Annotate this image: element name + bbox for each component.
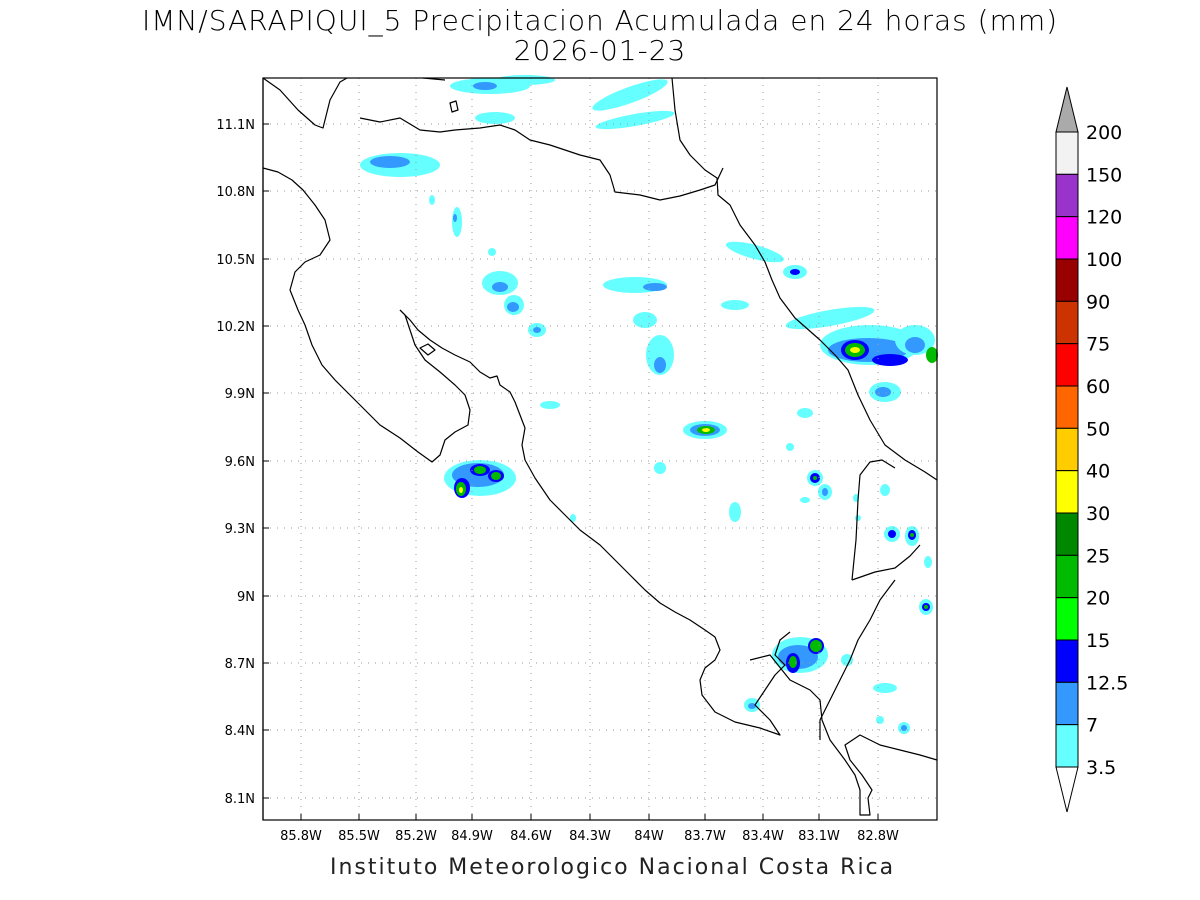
colorbar-top-arrow [1055,86,1079,133]
lat-tick-label: 10.8N [216,185,255,200]
colorbar-label: 20 [1086,588,1110,610]
lon-tick-label: 85.2W [395,829,437,844]
colorbar-label: 12.5 [1086,672,1128,694]
map-frame [262,77,938,821]
colorbar-swatch [1055,258,1079,302]
colorbar-label: 200 [1086,122,1122,144]
lon-tick-label: 84.3W [569,829,611,844]
colorbar-swatch [1055,554,1079,599]
map-title: IMN/SARAPIQUI_5 Precipitacion Acumulada … [141,4,1059,37]
lat-tick-label: 8.4N [225,724,255,739]
colorbar-label: 7 [1086,715,1098,737]
coastline [262,77,938,820]
colorbar-label: 75 [1086,334,1110,356]
map-grid [263,78,937,820]
lon-tick-label: 85.5W [338,829,380,844]
longitude-axis: 85.8W 85.5W 85.2W 84.9W 84.6W 84.3W 84W 83.7W 83… [280,814,899,844]
footer-credit: Instituto Meteorologico Nacional Costa R… [330,855,896,880]
lon-tick-label: 82.8W [857,829,899,844]
colorbar-swatch [1055,173,1079,218]
colorbar-label: 3.5 [1086,757,1116,779]
lat-tick-label: 8.1N [225,792,255,807]
colorbar-label: 50 [1086,418,1110,440]
lat-tick-label: 11.1N [216,118,255,133]
colorbar-swatch [1055,681,1079,726]
colorbar-label: 90 [1086,291,1110,313]
colorbar-swatch [1055,131,1079,175]
colorbar-label: 100 [1086,249,1122,271]
colorbar-swatch [1055,216,1079,260]
colorbar-label: 25 [1086,545,1110,567]
colorbar-label: 40 [1086,461,1110,483]
lat-tick-label: 9N [237,590,255,605]
lon-tick-label: 85.8W [280,829,322,844]
color-legend: 200 150 120 100 90 75 60 50 40 30 25 20 15 12.5 7 3.5 [1055,86,1128,813]
colorbar-bottom-arrow [1055,766,1079,813]
lat-tick-label: 9.3N [225,522,255,537]
lon-tick-label: 83.4W [742,829,784,844]
colorbar-label: 120 [1086,207,1122,229]
lon-tick-label: 84W [634,829,664,844]
colorbar-label: 30 [1086,503,1110,525]
lon-tick-label: 84.9W [451,829,493,844]
colorbar-swatch [1055,300,1079,345]
lat-tick-label: 9.6N [225,455,255,470]
precipitation-overlay [360,75,938,734]
colorbar-label: 15 [1086,630,1110,652]
lat-tick-label: 10.2N [216,320,255,335]
lon-tick-label: 83.1W [798,829,840,844]
lon-tick-label: 84.6W [510,829,552,844]
colorbar-swatch [1055,343,1079,387]
map-date: 2026-01-23 [513,34,687,67]
colorbar-label: 60 [1086,376,1110,398]
lat-tick-label: 8.7N [225,657,255,672]
colorbar-label: 150 [1086,164,1122,186]
latitude-axis: 11.1N 10.8N 10.5N 10.2N 9.9N 9.6N 9.3N 9N 8.7N 8.… [216,118,269,807]
colorbar-swatch [1055,597,1079,641]
colorbar-swatch [1055,470,1079,514]
lat-tick-label: 9.9N [225,387,255,402]
colorbar-swatch [1055,385,1079,429]
lat-tick-label: 10.5N [216,253,255,268]
lon-tick-label: 83.7W [684,829,726,844]
colorbar-swatch [1055,639,1079,683]
colorbar-swatch [1055,512,1079,556]
colorbar-swatch [1055,724,1079,768]
colorbar-swatch [1055,427,1079,472]
